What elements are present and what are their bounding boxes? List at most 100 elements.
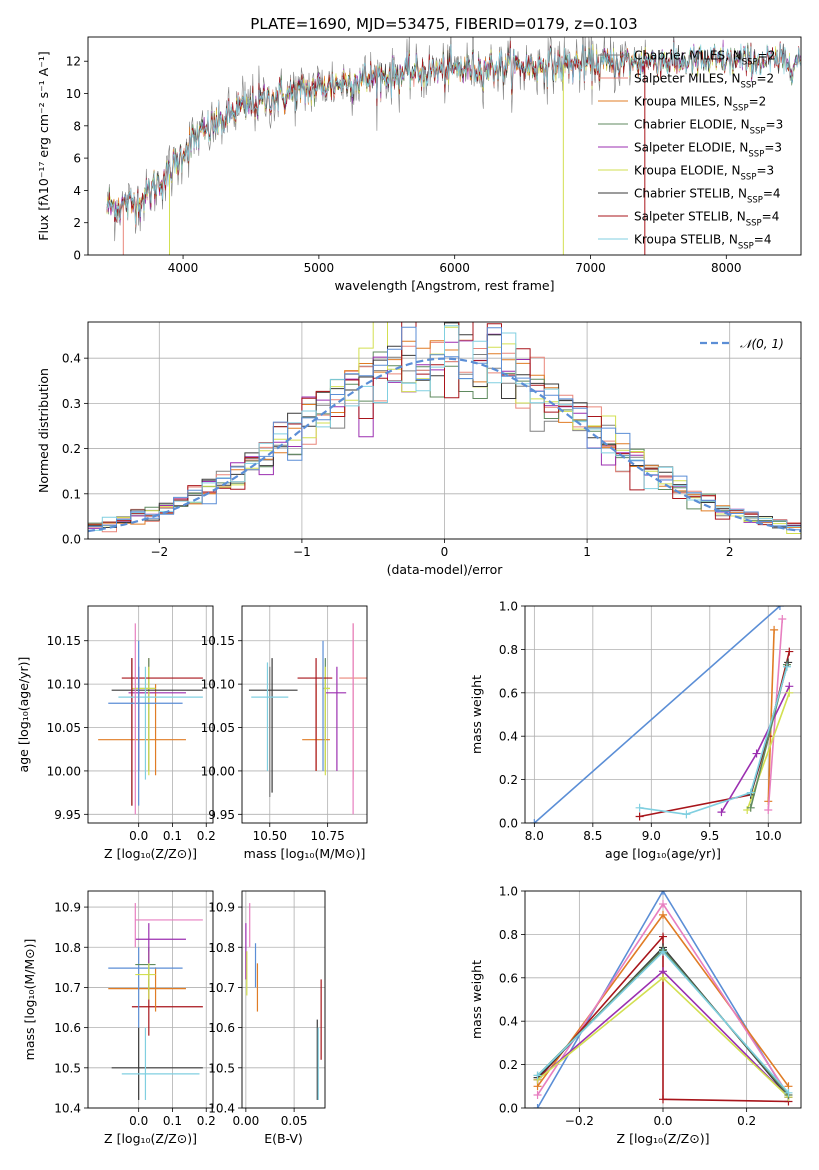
y-tick-label: 12 bbox=[66, 55, 81, 69]
residuals-legend: 𝒩(0, 1) bbox=[700, 337, 784, 351]
age-vs-mass-panel: 10.50 10.75 9.95 10.00 10.05 10.10 10.15 mass [… bbox=[201, 605, 368, 861]
y-tick-label: 8 bbox=[73, 119, 81, 133]
y-tick-label: 10.5 bbox=[54, 1061, 81, 1075]
y-tick-label: 0.0 bbox=[499, 1102, 518, 1116]
x-tick-label: 8.5 bbox=[583, 829, 602, 843]
y-axis-label: mass weight bbox=[469, 960, 484, 1039]
y-tick-label: 10.15 bbox=[47, 634, 81, 648]
legend-entry: Kroupa ELODIE, NSSP=3 bbox=[634, 164, 774, 183]
legend-entry: Salpeter STELIB, NSSP=4 bbox=[634, 210, 779, 229]
y-tick-label: 1.0 bbox=[499, 600, 518, 614]
plot-area bbox=[533, 891, 793, 1108]
mass-weight-line bbox=[767, 629, 775, 802]
x-tick-label: 0.2 bbox=[197, 1114, 216, 1128]
age-vs-metallicity-panel: 0.0 0.1 0.2 9.95 10.00 10.05 10.10 10.15 Z [log₁… bbox=[16, 605, 216, 861]
marker-plus bbox=[785, 688, 794, 697]
mass-vs-ebv-panel: 0.00 0.05 10.4 10.5 10.6 10.7 10.8 10.9 E(B-V) bbox=[208, 890, 326, 1146]
y-tick-label: 0.8 bbox=[499, 643, 518, 657]
legend-entry: Chabrier ELODIE, NSSP=3 bbox=[634, 118, 783, 137]
y-tick-label: 0.6 bbox=[499, 686, 518, 700]
axes-frame bbox=[87, 605, 214, 824]
y-tick-label: 0.4 bbox=[499, 730, 518, 744]
axes-frame bbox=[241, 890, 326, 1109]
legend-entry: Kroupa MILES, NSSP=2 bbox=[634, 95, 766, 114]
x-tick-label: 8000 bbox=[711, 261, 742, 275]
x-tick-label: 2 bbox=[726, 545, 734, 559]
residuals-panel: −2 −1 0 1 2 0.0 0.1 0.2 0.3 0.4 (data-model)/error… bbox=[36, 321, 802, 577]
y-tick-label: 0.0 bbox=[62, 533, 81, 547]
histogram-step bbox=[88, 326, 801, 539]
plot-area bbox=[530, 606, 794, 823]
marker-plus bbox=[784, 1088, 793, 1097]
x-axis-label: E(B-V) bbox=[264, 1131, 303, 1146]
y-tick-label: 0.6 bbox=[499, 971, 518, 985]
marker-plus bbox=[533, 1071, 542, 1080]
x-tick-label: 9.5 bbox=[700, 829, 719, 843]
y-tick-label: 0.2 bbox=[499, 1058, 518, 1072]
marker-plus bbox=[659, 947, 667, 956]
y-tick-label: 0.4 bbox=[499, 1015, 518, 1029]
y-tick-label: 0.8 bbox=[499, 928, 518, 942]
y-tick-label: 10.05 bbox=[47, 721, 81, 735]
y-tick-label: 10.8 bbox=[54, 941, 81, 955]
legend-entry: Salpeter MILES, NSSP=2 bbox=[634, 72, 774, 91]
marker-plus bbox=[659, 1095, 667, 1104]
marker-plus bbox=[778, 615, 787, 624]
y-axis-label: age [log₁₀(age/yr)] bbox=[16, 657, 31, 773]
y-tick-label: 10.05 bbox=[201, 721, 235, 735]
x-tick-label: 6000 bbox=[439, 261, 470, 275]
mass-weight-line bbox=[720, 685, 791, 813]
y-axis-label: mass [log₁₀(M/M⊙)] bbox=[22, 939, 37, 1061]
spectrum-panel: 4000 5000 6000 7000 8000 0 2 4 6 8 10 12 wavelength … bbox=[36, 36, 802, 293]
marker-plus bbox=[635, 812, 644, 821]
spectrum-legend: Chabrier MILES, NSSP=2 Salpeter MILES, NS… bbox=[598, 49, 783, 252]
y-tick-label: 10.9 bbox=[54, 901, 81, 915]
legend-entry: 𝒩(0, 1) bbox=[740, 337, 784, 351]
mass-weight-line bbox=[533, 606, 781, 823]
x-tick-label: 9.0 bbox=[642, 829, 661, 843]
x-tick-label: 0.2 bbox=[197, 829, 216, 843]
marker-plus bbox=[764, 805, 773, 814]
x-tick-label: 4000 bbox=[168, 261, 199, 275]
normal-curve bbox=[88, 357, 801, 533]
x-axis-label: wavelength [Angstrom, rest frame] bbox=[334, 278, 554, 293]
x-tick-label: 7000 bbox=[575, 261, 606, 275]
y-tick-label: 10.6 bbox=[208, 1021, 235, 1035]
figure-title: PLATE=1690, MJD=53475, FIBERID=0179, z=0… bbox=[250, 15, 637, 33]
marker-plus bbox=[746, 803, 755, 812]
marker-plus bbox=[659, 932, 667, 941]
y-tick-label: 1.0 bbox=[499, 885, 518, 899]
x-tick-label: 10.75 bbox=[310, 829, 344, 843]
marker-plus bbox=[746, 788, 755, 797]
mass-weight-vs-age-panel: 8.0 8.5 9.0 9.5 10.0 0.0 0.2 0.4 0.6 0.8 1.0 age [l… bbox=[469, 600, 802, 861]
axes-frame bbox=[87, 890, 214, 1109]
mass-weight-line bbox=[536, 934, 789, 1103]
x-tick-label: 10.50 bbox=[253, 829, 287, 843]
y-tick-label: 10.10 bbox=[47, 678, 81, 692]
y-tick-label: 10.8 bbox=[208, 941, 235, 955]
y-tick-label: 10.9 bbox=[208, 901, 235, 915]
axes-frame bbox=[524, 890, 802, 1109]
x-tick-label: 0.2 bbox=[737, 1114, 756, 1128]
x-tick-label: −1 bbox=[293, 545, 311, 559]
x-tick-label: −2 bbox=[150, 545, 168, 559]
marker-plus bbox=[530, 819, 539, 823]
y-tick-label: 2 bbox=[73, 216, 81, 230]
x-axis-label: (data-model)/error bbox=[387, 562, 504, 577]
y-axis-label: Normed distribution bbox=[36, 368, 51, 493]
y-tick-label: 10.7 bbox=[54, 981, 81, 995]
mass-vs-metallicity-panel: 0.0 0.1 0.2 10.4 10.5 10.6 10.7 10.8 10.9 Z [log₁… bbox=[22, 890, 216, 1146]
y-tick-label: 0.0 bbox=[499, 817, 518, 831]
marker-plus bbox=[717, 808, 726, 817]
y-tick-label: 0.1 bbox=[62, 487, 81, 501]
marker-plus bbox=[659, 900, 667, 909]
plot-area bbox=[88, 322, 801, 539]
y-tick-label: 0.4 bbox=[62, 352, 81, 366]
x-tick-label: 0.0 bbox=[653, 1114, 672, 1128]
mass-weight-line bbox=[746, 692, 791, 811]
y-tick-label: 0.2 bbox=[62, 442, 81, 456]
y-tick-label: 9.95 bbox=[54, 808, 81, 822]
y-tick-label: 0.2 bbox=[499, 773, 518, 787]
x-tick-label: 10.0 bbox=[755, 829, 782, 843]
